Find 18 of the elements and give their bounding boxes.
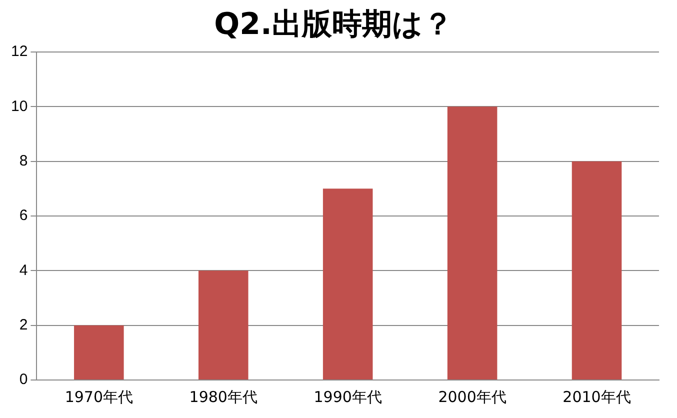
y-tick-label: 6 <box>19 207 28 224</box>
x-tick-label: 2010年代 <box>562 388 631 406</box>
bar <box>447 106 498 380</box>
x-tick-label: 2000年代 <box>438 388 506 406</box>
y-tick-label: 2 <box>19 316 28 334</box>
bar <box>74 325 124 380</box>
x-tick-label: 1970年代 <box>64 388 134 406</box>
y-tick-label: 12 <box>10 43 28 60</box>
y-tick-label: 8 <box>19 152 28 170</box>
bar <box>572 161 622 380</box>
x-tick-label: 1990年代 <box>314 388 382 406</box>
bar <box>322 188 373 380</box>
x-tick-label: 1980年代 <box>189 388 258 406</box>
bar <box>198 270 248 380</box>
y-tick-label: 0 <box>19 371 28 388</box>
y-tick-label: 10 <box>10 98 28 115</box>
y-tick-label: 4 <box>19 262 28 279</box>
chart-title: Q2.出版時期は？ <box>214 6 453 42</box>
